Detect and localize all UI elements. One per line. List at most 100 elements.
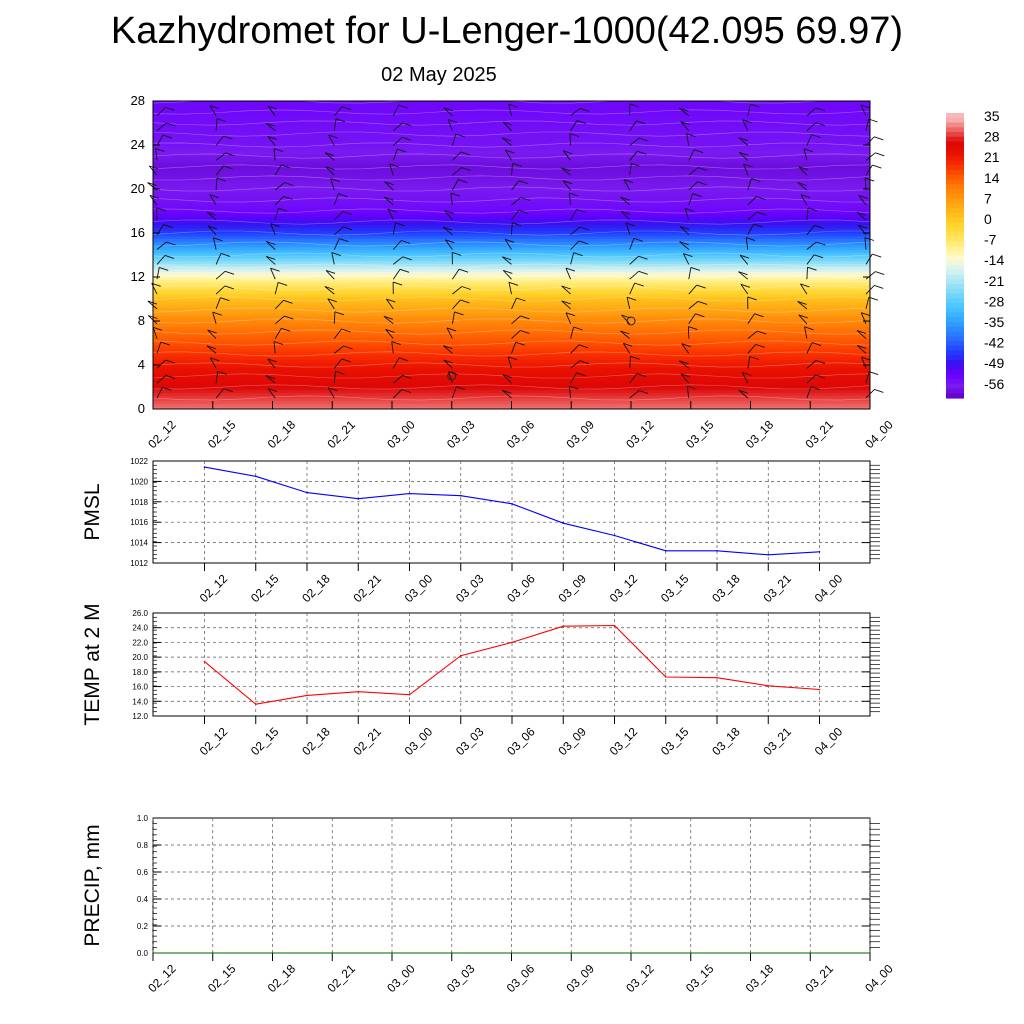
wind-barb: [743, 163, 749, 176]
wind-barb-feather: [874, 136, 884, 141]
wind-barb-feather: [503, 269, 513, 274]
wind-barb-feather: [518, 180, 529, 185]
wind-barb-feather: [686, 133, 696, 138]
wind-barb-feather: [502, 256, 512, 261]
wind-barb: [333, 211, 344, 221]
y-tick-label: 0.0: [137, 949, 149, 958]
wind-barb-feather: [443, 359, 453, 364]
wind-barb-feather: [392, 281, 403, 286]
wind-barb-feather: [814, 224, 824, 229]
temperature-band: [153, 329, 870, 333]
x-tick-label: 02_12: [145, 417, 179, 451]
wind-barb: [451, 386, 457, 399]
temperature-band: [153, 315, 870, 319]
wind-barb-feather: [626, 222, 636, 227]
temp-panel: [152, 612, 880, 724]
wind-barb-feather: [343, 345, 353, 350]
wind-barb: [452, 286, 463, 295]
wind-barb-feather: [223, 388, 233, 393]
colorbar-segment: [946, 250, 964, 257]
wind-barb-feather: [561, 167, 571, 172]
wind-barb: [452, 268, 460, 280]
wind-barb: [333, 118, 337, 131]
wind-barb-feather: [209, 194, 219, 199]
wind-barb: [681, 343, 690, 354]
wind-barb-feather: [681, 343, 691, 348]
wind-barb-feather: [803, 148, 814, 153]
colorbar-segment: [946, 179, 964, 185]
wind-barb: [501, 137, 512, 146]
temperature-band: [153, 279, 870, 284]
data-point: [716, 550, 718, 552]
wind-barb-feather: [223, 165, 233, 170]
wind-barb: [444, 210, 453, 221]
data-point: [152, 952, 154, 954]
wind-barb: [686, 386, 690, 399]
wind-barb-feather: [331, 252, 341, 257]
wind-barb-feather: [515, 341, 525, 346]
wind-barb-feather: [446, 327, 457, 332]
temperature-band: [153, 321, 870, 325]
wind-barb-feather: [630, 355, 640, 360]
wind-barb: [565, 267, 572, 280]
wind-barb-feather: [328, 134, 338, 139]
wind-barb-feather: [461, 286, 471, 290]
colorbar-segment: [946, 284, 964, 290]
colorbar-segment: [946, 132, 964, 138]
wind-barb-feather: [561, 285, 571, 290]
wind-barb: [561, 285, 571, 295]
contour-line: [153, 373, 870, 379]
wind-barb-feather: [402, 375, 412, 379]
temperature-band: [153, 101, 870, 105]
calm-marker: [447, 371, 457, 381]
wind-barb-feather: [693, 149, 704, 154]
temperature-band: [153, 310, 870, 314]
temperature-band: [153, 180, 870, 185]
wind-barb-feather: [815, 374, 825, 379]
wind-barb: [629, 255, 639, 265]
x-tick-label: 03_03: [453, 571, 487, 605]
wind-barb-feather: [815, 107, 825, 112]
x-tick-label: 03_03: [444, 417, 478, 451]
data-point: [690, 952, 692, 954]
contour-line: [153, 219, 870, 225]
temperature-band: [153, 194, 870, 198]
wind-barb: [865, 297, 870, 310]
colorbar-segment: [946, 203, 964, 209]
temperature-band: [153, 125, 870, 130]
wind-barb-feather: [807, 207, 818, 212]
wind-barb-feather: [860, 104, 871, 109]
wind-barb: [856, 211, 867, 221]
colorbar-segment: [946, 122, 964, 128]
wind-barb: [679, 241, 690, 250]
x-tick-label: 03_21: [760, 724, 794, 758]
y-tick-label: 16.0: [132, 683, 148, 692]
wind-barb: [447, 119, 453, 131]
colorbar-segment: [946, 360, 964, 366]
wind-barb: [383, 196, 394, 206]
temperature-band: [153, 257, 870, 262]
temperature-band: [153, 205, 870, 209]
temperature-band: [153, 246, 870, 251]
colorbar-segment: [946, 383, 964, 390]
data-point: [212, 952, 214, 954]
colorbar-label: 28: [984, 129, 1000, 145]
wind-barb: [333, 358, 343, 369]
data-point: [408, 693, 411, 696]
wind-barb-feather: [391, 341, 401, 346]
wind-barb-feather: [265, 122, 275, 127]
data-point: [665, 676, 667, 678]
wind-barb: [386, 298, 394, 310]
wind-barb-feather: [738, 137, 748, 142]
temperature-band: [153, 304, 870, 308]
colorbar-segment: [946, 227, 964, 233]
x-tick-label: 02_15: [248, 724, 282, 758]
wind-barb: [265, 375, 276, 384]
temperature-band: [153, 222, 870, 226]
temperature-band: [153, 106, 870, 110]
colorbar-segment: [946, 217, 964, 223]
colorbar-segment: [946, 326, 964, 333]
wind-barb-feather: [684, 207, 695, 212]
wind-barb-feather: [324, 286, 335, 290]
y-axis-label: TEMP at 2 M: [81, 603, 104, 725]
